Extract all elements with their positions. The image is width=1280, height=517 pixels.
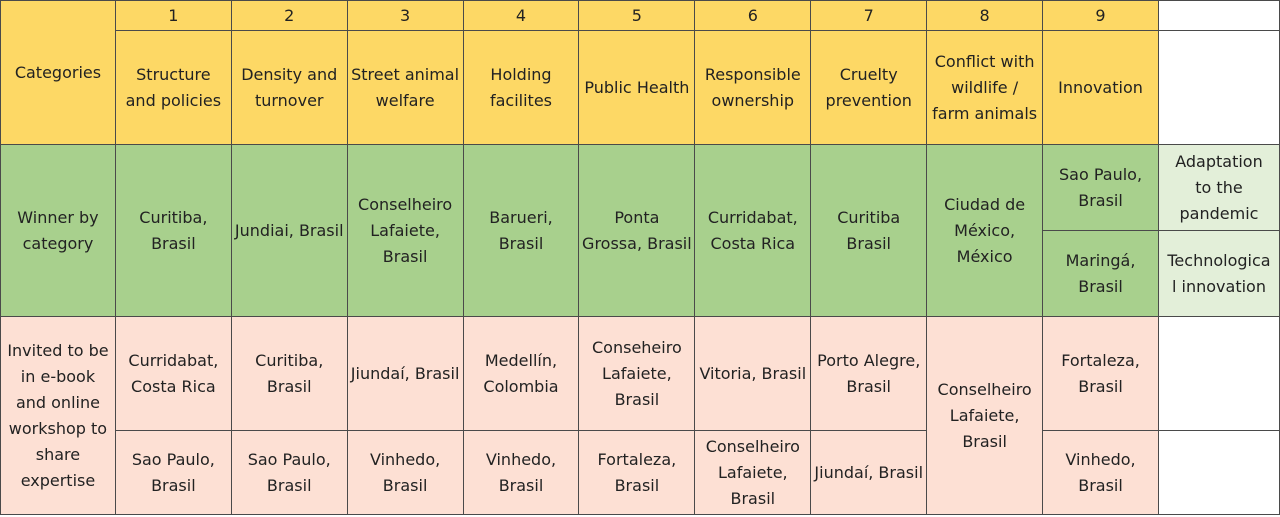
empty-cell — [1157, 30, 1280, 145]
invited-row: Invited to be in e-book and online works… — [0, 316, 1280, 515]
invited-cell: Porto Alegre, Brasil — [810, 316, 928, 431]
categories-label: Categories — [0, 0, 116, 145]
innovation-subcategory-cell: Adaptation to the pandemic — [1157, 144, 1280, 231]
column-number: 2 — [230, 0, 348, 31]
invited-cell: Medellín, Colombia — [462, 316, 580, 431]
invited-label: Invited to be in e-book and online works… — [0, 316, 116, 515]
innovation-winner-cell: Sao Paulo, Brasil — [1042, 144, 1159, 231]
column-number: 9 — [1042, 0, 1159, 31]
innovation-winner-cell: Maringá, Brasil — [1042, 230, 1159, 317]
invited-cell: Vinhedo, Brasil — [462, 430, 580, 515]
column-number: 4 — [462, 0, 580, 31]
category-cell: Street animal welfare — [346, 30, 464, 145]
column-number: 3 — [346, 0, 464, 31]
category-row: Structure and policies Density and turno… — [1, 30, 1280, 145]
winner-row-lower: Maringá, Brasil Technologica l innovatio… — [1, 230, 1280, 317]
category-cell: Density and turnover — [230, 30, 348, 145]
empty-cell — [1157, 0, 1280, 31]
winner-cell: Conselheiro Lafaiete, Brasil — [346, 144, 464, 317]
winner-row: Winner by category Curitiba, Brasil Jund… — [0, 144, 1280, 317]
invited-cell: Jiundaí, Brasil — [346, 316, 464, 431]
invited-cell: Conselheiro Lafaiete, Brasil — [926, 316, 1044, 515]
invited-cell: Curridabat, Costa Rica — [114, 316, 232, 431]
winner-cell: Jundiai, Brasil — [230, 144, 348, 317]
winner-label: Winner by category — [0, 144, 116, 317]
column-number: 7 — [810, 0, 928, 31]
invited-cell: Vitoria, Brasil — [694, 316, 812, 431]
empty-cell — [1157, 430, 1280, 515]
winner-cell: Curitiba Brasil — [810, 144, 928, 317]
innovation-subcategory-cell: Technologica l innovation — [1157, 230, 1280, 317]
invited-cell: Vinhedo, Brasil — [1042, 430, 1159, 515]
invited-row-lower: Sao Paulo, Brasil Sao Paulo, Brasil Vinh… — [1, 430, 1280, 515]
winner-cell: Ponta Grossa, Brasil — [578, 144, 696, 317]
invited-cell: Sao Paulo, Brasil — [230, 430, 348, 515]
invited-cell: Sao Paulo, Brasil — [114, 430, 232, 515]
empty-cell — [1157, 316, 1280, 431]
invited-cell: Fortaleza, Brasil — [1042, 316, 1159, 431]
column-number: 1 — [114, 0, 232, 31]
column-number: 6 — [694, 0, 812, 31]
winner-cell: Curridabat, Costa Rica — [694, 144, 812, 317]
column-number: 5 — [578, 0, 696, 31]
category-cell: Holding facilites — [462, 30, 580, 145]
category-cell: Conflict with wildlife / farm animals — [926, 30, 1044, 145]
category-cell: Innovation — [1042, 30, 1159, 145]
column-number: 8 — [926, 0, 1044, 31]
category-cell: Structure and policies — [114, 30, 232, 145]
invited-cell: Conselheiro Lafaiete, Brasil — [694, 430, 812, 515]
invited-cell: Jiundaí, Brasil — [810, 430, 928, 515]
winner-cell: Ciudad de México, México — [926, 144, 1044, 317]
winner-cell: Curitiba, Brasil — [114, 144, 232, 317]
winner-cell: Barueri, Brasil — [462, 144, 580, 317]
number-row: Categories 1 2 3 4 5 6 7 8 9 — [0, 0, 1280, 145]
invited-cell: Fortaleza, Brasil — [578, 430, 696, 515]
invited-cell: Conseheiro Lafaiete, Brasil — [578, 316, 696, 431]
category-cell: Public Health — [578, 30, 696, 145]
category-cell: Cruelty prevention — [810, 30, 928, 145]
invited-cell: Vinhedo, Brasil — [346, 430, 464, 515]
category-cell: Responsible ownership — [694, 30, 812, 145]
invited-cell: Curitiba, Brasil — [230, 316, 348, 431]
